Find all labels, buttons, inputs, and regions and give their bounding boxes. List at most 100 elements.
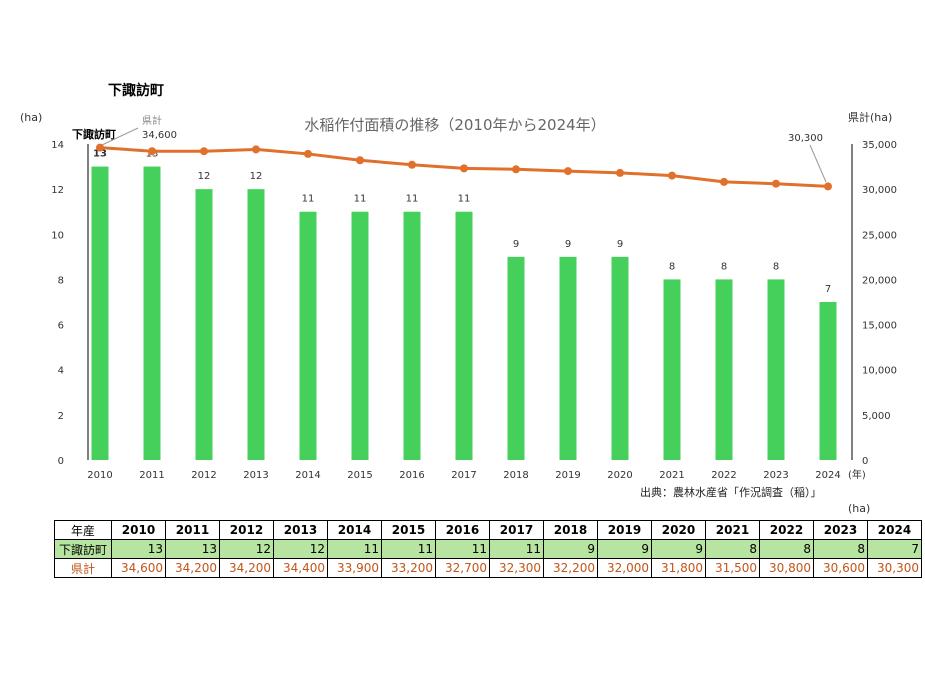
- leader-line: [101, 127, 139, 146]
- table-cell-pref: 31,500: [705, 558, 760, 578]
- y2-tick-label: 35,000: [862, 140, 897, 151]
- y-tick-label: 0: [58, 456, 64, 467]
- chart: 水稲作付面積の推移（2010年から2024年）(ha) 県計(ha)(年)0246…: [20, 110, 897, 481]
- table-cell-pref: 30,600: [813, 558, 868, 578]
- table-cell-town: 11: [381, 539, 436, 559]
- line-point: [512, 165, 520, 174]
- table-cell-pref: 32,700: [435, 558, 490, 578]
- x-tick-label: 2013: [243, 470, 268, 481]
- line-point: [668, 171, 676, 180]
- bar-data-label: 11: [354, 194, 367, 205]
- header-label: 年産: [54, 520, 112, 540]
- line-point: [356, 156, 364, 165]
- x-tick-label: 2019: [555, 470, 580, 481]
- row1-label: 下諏訪町: [54, 539, 112, 559]
- table-cell-pref: 34,200: [165, 558, 220, 578]
- y2-tick-label: 10,000: [862, 366, 897, 377]
- bar: [247, 189, 265, 460]
- x-tick-label: 2012: [191, 470, 216, 481]
- table-year: 2021: [705, 520, 760, 540]
- x-tick-label: 2017: [451, 470, 476, 481]
- table-cell-town: 9: [543, 539, 598, 559]
- line-point: [200, 147, 208, 156]
- table-cell-town: 11: [327, 539, 382, 559]
- table-cell-town: 11: [489, 539, 544, 559]
- table-year: 2019: [597, 520, 652, 540]
- table-cell-town: 13: [165, 539, 220, 559]
- y2-tick-label: 0: [862, 456, 868, 467]
- bar: [559, 256, 577, 460]
- x-tick-label: 2010: [87, 470, 112, 481]
- y2-tick-label: 5,000: [862, 411, 891, 422]
- bar: [195, 189, 213, 460]
- x-axis-label: (年): [848, 468, 866, 481]
- table-cell-pref: 32,000: [597, 558, 652, 578]
- y-tick-label: 14: [51, 140, 64, 151]
- table-year: 2020: [651, 520, 706, 540]
- table-year: 2011: [165, 520, 220, 540]
- y-tick-label: 8: [58, 275, 64, 286]
- table-year: 2022: [759, 520, 814, 540]
- annotation-end-value: 30,300: [788, 133, 823, 144]
- line-point: [824, 182, 832, 191]
- line-point: [408, 160, 416, 169]
- x-tick-label: 2020: [607, 470, 632, 481]
- bar: [819, 302, 837, 460]
- bar-data-label: 9: [565, 239, 571, 250]
- x-tick-label: 2015: [347, 470, 372, 481]
- line-point: [772, 179, 780, 188]
- line-point: [460, 164, 468, 173]
- table-year: 2016: [435, 520, 490, 540]
- table-cell-pref: 30,300: [867, 558, 922, 578]
- line-point: [564, 167, 572, 176]
- table-year: 2014: [327, 520, 382, 540]
- row2-label: 県計: [54, 558, 112, 578]
- bar: [507, 256, 525, 460]
- chart-title: 水稲作付面積の推移（2010年から2024年）: [304, 116, 605, 134]
- line-point: [304, 149, 312, 158]
- table-cell-town: 13: [111, 539, 166, 559]
- y-tick-label: 10: [51, 230, 64, 241]
- bar: [403, 211, 421, 460]
- annotation-kenkei: 県計: [142, 114, 162, 127]
- table-cell-town: 12: [219, 539, 274, 559]
- table-year: 2023: [813, 520, 868, 540]
- y2-tick-label: 15,000: [862, 321, 897, 332]
- bar-data-label: 11: [406, 194, 419, 205]
- x-tick-label: 2023: [763, 470, 788, 481]
- bar: [455, 211, 473, 460]
- table-cell-town: 11: [435, 539, 490, 559]
- table-year: 2017: [489, 520, 544, 540]
- y-tick-label: 2: [58, 411, 64, 422]
- table-cell-pref: 31,800: [651, 558, 706, 578]
- y2-axis-label: 県計(ha): [848, 110, 892, 124]
- line-point: [148, 147, 156, 156]
- line-point: [720, 177, 728, 186]
- y2-tick-label: 25,000: [862, 230, 897, 241]
- y-axis-label: (ha): [20, 111, 42, 124]
- table-cell-town: 9: [597, 539, 652, 559]
- data-table: 年産 2010 2011 2012 2013 2014 2015 2016 2017 2018 20…: [54, 520, 922, 578]
- bar-data-label: 13: [93, 149, 107, 160]
- table-year: 2015: [381, 520, 436, 540]
- x-tick-label: 2022: [711, 470, 736, 481]
- bar-data-label: 11: [302, 194, 315, 205]
- line-point: [252, 145, 260, 154]
- bar: [663, 279, 681, 460]
- table-year: 2018: [543, 520, 598, 540]
- table-year: 2012: [219, 520, 274, 540]
- bar: [611, 256, 629, 460]
- leader-line: [809, 144, 827, 183]
- source-note: 出典：農林水産省「作況調査（稲）」: [640, 486, 822, 499]
- y-tick-label: 4: [58, 366, 64, 377]
- table-cell-town: 9: [651, 539, 706, 559]
- x-tick-label: 2021: [659, 470, 684, 481]
- bar-data-label: 7: [825, 284, 831, 295]
- annotation-start-value: 34,600: [142, 130, 177, 141]
- bar: [299, 211, 317, 460]
- x-tick-label: 2018: [503, 470, 528, 481]
- table-cell-pref: 34,200: [219, 558, 274, 578]
- table-cell-pref: 32,200: [543, 558, 598, 578]
- x-tick-label: 2016: [399, 470, 424, 481]
